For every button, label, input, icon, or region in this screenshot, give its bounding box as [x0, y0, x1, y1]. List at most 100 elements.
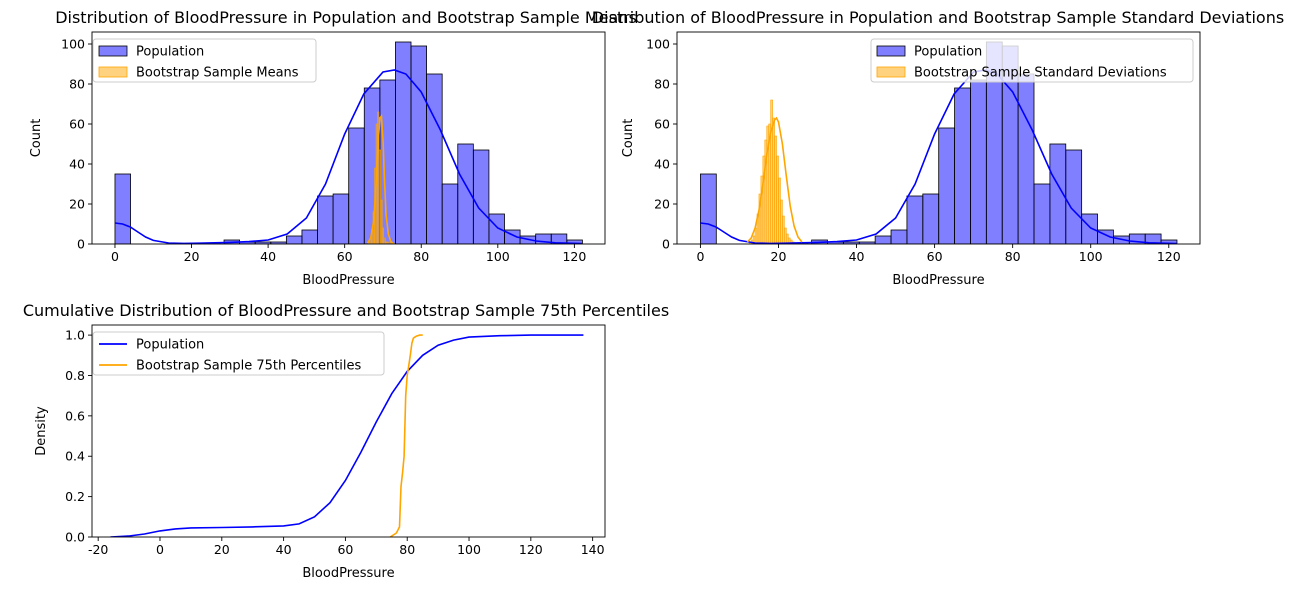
legend-swatch	[876, 66, 906, 78]
y-tick-label: 0.8	[65, 368, 85, 383]
population-bar	[550, 233, 568, 244]
population-bar	[922, 193, 940, 244]
legend-swatch	[98, 45, 128, 57]
y-tick-label: 80	[654, 77, 670, 92]
bootstrap-kde-line	[366, 113, 395, 244]
x-tick-label: 140	[581, 542, 605, 557]
y-axis-label: Count	[29, 119, 44, 158]
x-tick-label: 0	[111, 249, 119, 264]
x-axis-label: BloodPressure	[892, 273, 984, 288]
legend-label: Population	[136, 45, 204, 60]
y-tick-label: 0.2	[65, 489, 85, 504]
population-bar	[700, 173, 717, 244]
y-tick-label: 100	[646, 37, 670, 52]
legend-label: Population	[914, 45, 982, 60]
chart-panel-1: 0 20 40 60 80 100 120 0 20 40 60 80 100 BloodPressure…	[29, 8, 637, 288]
y-tick-label: 40	[654, 157, 670, 172]
x-tick-label: 20	[214, 542, 230, 557]
legend-label: Population	[136, 338, 204, 353]
population-kde-line	[114, 69, 583, 244]
legend-box	[870, 38, 1194, 83]
y-tick-label: 80	[69, 77, 85, 92]
population-bar	[114, 173, 131, 244]
plot-data	[110, 334, 584, 537]
x-tick-label: 120	[519, 542, 543, 557]
x-tick-label: 120	[562, 249, 586, 264]
y-axis-label: Density	[34, 406, 49, 456]
legend-label: Bootstrap Sample Standard Deviations	[914, 66, 1167, 81]
y-tick-label: 60	[654, 117, 670, 132]
y-tick-label: 100	[61, 37, 85, 52]
x-tick-label: 120	[1157, 249, 1181, 264]
x-tick-label: 60	[927, 249, 943, 264]
y-tick-label: 0	[77, 237, 85, 252]
population-bar	[317, 195, 334, 244]
legend-box	[92, 38, 317, 83]
x-tick-label: 40	[849, 249, 865, 264]
bootstrap-bar	[383, 237, 386, 244]
x-tick-label: 100	[486, 249, 510, 264]
series-line-1	[110, 334, 584, 537]
legend-box	[92, 331, 385, 376]
x-axis-label: BloodPressure	[302, 566, 394, 581]
population-kde-line	[700, 69, 1177, 244]
population-bar	[1033, 183, 1051, 244]
x-tick-label: 20	[184, 249, 200, 264]
chart-panel-2: 0 20 40 60 80 100 120 0 20 40 60 80 100 BloodPressure…	[592, 8, 1284, 288]
y-tick-label: 20	[654, 197, 670, 212]
legend-swatch	[876, 45, 906, 57]
x-tick-label: 40	[260, 249, 276, 264]
population-bar	[441, 183, 459, 244]
population-bar	[472, 149, 490, 244]
x-axis-label: BloodPressure	[302, 273, 394, 288]
axes-frame	[676, 31, 1201, 245]
bootstrap-kde-line	[746, 116, 803, 243]
x-tick-label: 60	[337, 542, 353, 557]
population-bar	[874, 235, 892, 244]
axes-frame	[91, 31, 606, 245]
x-tick-label: 0	[696, 249, 704, 264]
population-bar	[488, 213, 505, 244]
x-tick-label: 20	[771, 249, 787, 264]
population-bar	[301, 229, 318, 244]
y-tick-label: 60	[69, 117, 85, 132]
x-tick-label: 80	[413, 249, 429, 264]
population-bar	[890, 229, 908, 244]
population-bar	[1144, 233, 1162, 244]
x-tick-label: 100	[1079, 249, 1103, 264]
legend-swatch	[98, 66, 128, 78]
x-tick-label: 80	[399, 542, 415, 557]
population-bar	[426, 73, 443, 244]
population-bar	[1081, 213, 1098, 244]
bootstrap-bar	[386, 241, 389, 244]
population-bar	[1017, 73, 1035, 244]
population-bar	[332, 193, 350, 244]
plot-data	[114, 41, 583, 244]
x-tick-label: 80	[1005, 249, 1021, 264]
x-tick-label: -20	[88, 542, 108, 557]
population-bar	[566, 239, 583, 244]
y-tick-label: 20	[69, 197, 85, 212]
population-bar	[1160, 239, 1178, 244]
x-tick-label: 0	[156, 542, 164, 557]
population-bar	[1065, 149, 1083, 244]
x-tick-label: 100	[457, 542, 481, 557]
y-tick-label: 0.6	[65, 408, 85, 423]
chart-title: Distribution of BloodPressure in Populat…	[592, 8, 1284, 27]
legend-label: Bootstrap Sample Means	[136, 66, 299, 81]
y-axis-label: Count	[621, 119, 636, 158]
axes-frame	[91, 324, 606, 538]
bootstrap-bar	[380, 199, 383, 244]
chart-title: Distribution of BloodPressure in Populat…	[55, 8, 637, 27]
population-bar	[348, 127, 365, 244]
bootstrap-bar	[378, 149, 381, 244]
y-tick-label: 40	[69, 157, 85, 172]
x-tick-label: 40	[276, 542, 292, 557]
population-bar	[954, 87, 971, 244]
population-bar	[285, 235, 303, 244]
y-tick-label: 1.0	[65, 328, 85, 343]
series-line-2	[389, 334, 423, 537]
chart-panel-3: -20 0 20 40 60 80 100 120 140 0.0 0.2 0.4 0.6 0.8 1.0 B…	[23, 301, 669, 581]
legend-label: Bootstrap Sample 75th Percentiles	[136, 359, 362, 374]
